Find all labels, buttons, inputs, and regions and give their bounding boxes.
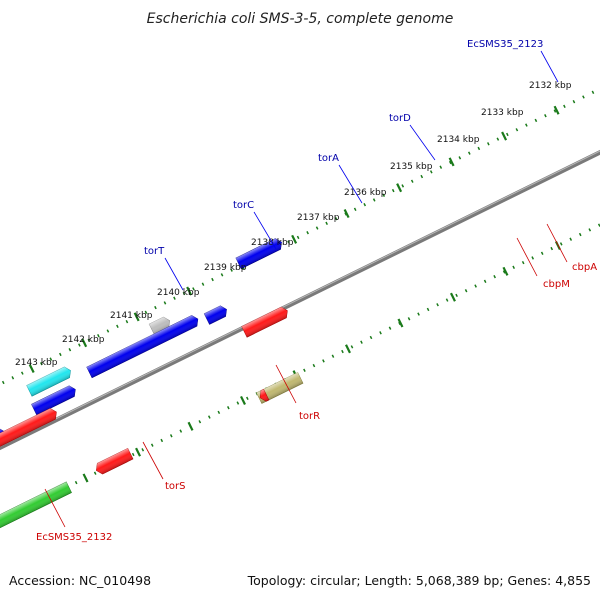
gene-label-torT[interactable]: torT	[144, 246, 165, 257]
ruler-label: 2136 kbp	[344, 188, 387, 198]
leader-line	[516, 237, 538, 277]
ruler-major-tick	[501, 131, 508, 141]
ruler-major-tick	[81, 338, 88, 348]
ruler-label: 2143 kbp	[15, 358, 58, 368]
gene-torS-red[interactable]	[0, 407, 59, 477]
gene-label-torD[interactable]: torD	[389, 113, 411, 124]
gene-label-torR[interactable]: torR	[299, 411, 320, 422]
genome-summary-text: Topology: circular; Length: 5,068,389 bp…	[247, 573, 591, 588]
ruler-label: 2139 kbp	[204, 263, 247, 273]
ruler-track-minus	[0, 171, 600, 546]
gene-cbpA-red[interactable]	[241, 305, 290, 338]
ruler-label: 2133 kbp	[481, 108, 524, 118]
ruler-major-tick	[135, 447, 142, 457]
ruler-major-tick	[343, 209, 350, 219]
genome-backbone	[0, 112, 600, 488]
leader-line	[409, 124, 436, 161]
ruler-label: 2135 kbp	[390, 162, 433, 172]
gene-label-torC[interactable]: torC	[233, 200, 254, 211]
leader-line	[275, 364, 297, 404]
ruler-major-tick	[187, 421, 194, 431]
ruler-label: 2140 kbp	[157, 288, 200, 298]
ruler-major-tick	[82, 473, 89, 483]
ruler-labels: 2132 kbp 2133 kbp 2134 kbp 2135 kbp 2136…	[15, 81, 572, 368]
ruler-label: 2142 kbp	[62, 335, 105, 345]
leader-line	[546, 223, 568, 263]
leader-line	[44, 488, 66, 528]
leader-line	[253, 211, 277, 250]
gene-torD[interactable]	[203, 304, 229, 325]
ruler-major-tick	[345, 344, 351, 354]
leader-line	[540, 50, 559, 83]
ruler-major-tick	[240, 395, 246, 406]
map-title: Escherichia coli SMS-3-5, complete genom…	[147, 11, 454, 27]
gene-label-EcSMS35_2132[interactable]: EcSMS35_2132	[36, 532, 112, 543]
leader-line	[338, 164, 363, 204]
gene-torA[interactable]	[86, 314, 201, 379]
gene-label-cbpM[interactable]: cbpM	[543, 279, 570, 290]
ruler-major-tick	[396, 183, 403, 193]
ruler-major-tick	[291, 234, 298, 244]
ruler-label: 2132 kbp	[529, 81, 572, 91]
gene-torR[interactable]	[94, 447, 134, 476]
ruler-major-tick	[448, 157, 455, 167]
gene-label-torS[interactable]: torS	[165, 481, 186, 492]
ruler-label: 2134 kbp	[437, 135, 480, 145]
genome-backbone-highlight	[0, 113, 600, 485]
gene-label-EcSMS35_2123[interactable]: EcSMS35_2123	[467, 39, 543, 50]
ruler-major-tick	[397, 318, 404, 328]
ruler-major-tick	[502, 266, 509, 276]
ruler-label: 2141 kbp	[110, 311, 153, 321]
gene-label-torA[interactable]: torA	[318, 153, 339, 164]
leader-line	[142, 441, 164, 480]
ruler-label: 2137 kbp	[297, 213, 340, 223]
ruler-track-plus	[0, 62, 600, 436]
minus-gene-labels: cbpA cbpM torR torS EcSMS35_2132	[36, 223, 597, 543]
ruler-major-tick	[186, 286, 193, 296]
accession-text: Accession: NC_010498	[9, 573, 151, 588]
leader-line	[164, 257, 184, 291]
ruler-major-tick	[449, 292, 456, 302]
plus-gene-labels: EcSMS35_2123 torD torA torC torT	[144, 39, 559, 291]
ruler-major-tick	[553, 105, 560, 115]
gene-label-cbpA[interactable]: cbpA	[572, 262, 597, 273]
